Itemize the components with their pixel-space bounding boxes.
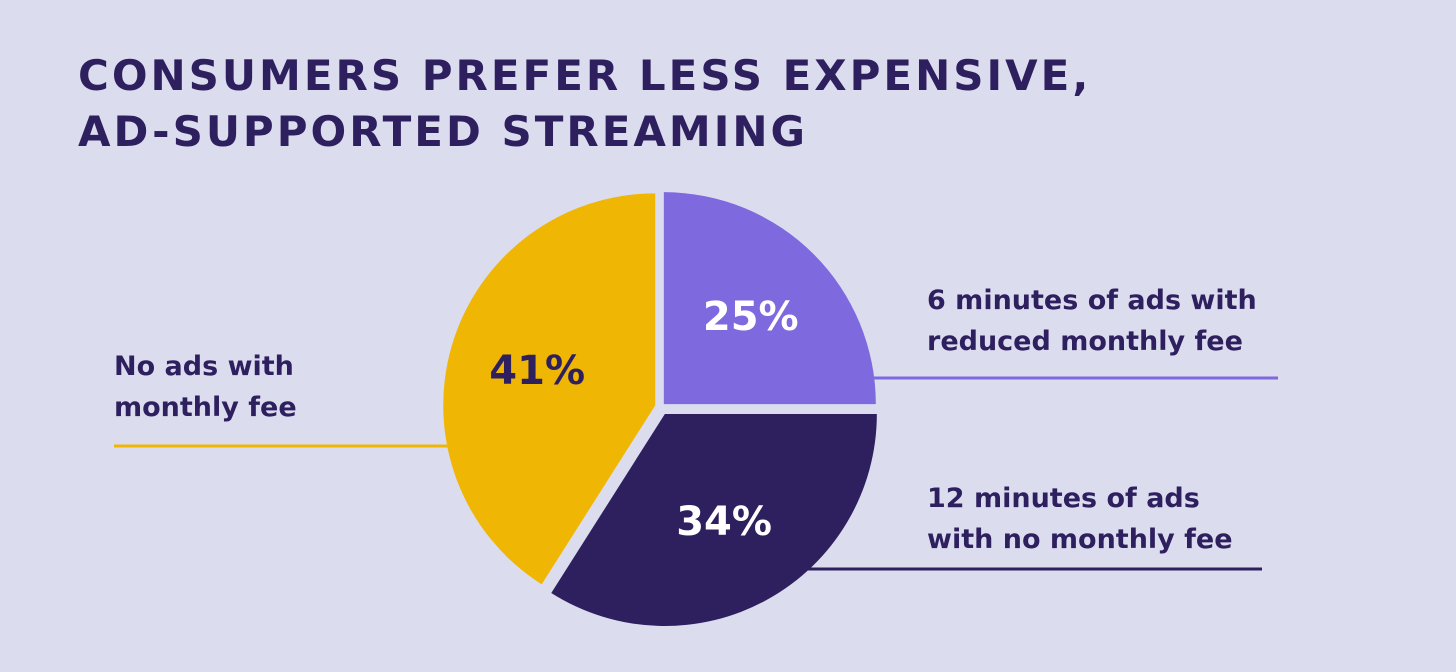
pie-value-label-reduced-fee: 25% xyxy=(703,294,799,340)
legend-label-reduced-fee-line-1: 6 minutes of ads with xyxy=(927,285,1257,316)
pie-value-label-no-ads: 41% xyxy=(489,348,585,394)
legend-label-no-ads-line-2: monthly fee xyxy=(114,392,297,423)
pie-slice-reduced-fee xyxy=(663,192,876,405)
chart-title-line-2: ad-supported streaming xyxy=(78,107,808,156)
pie-value-label-no-fee: 34% xyxy=(676,499,772,545)
legend-label-no-fee-line-2: with no monthly fee xyxy=(927,524,1233,555)
legend-label-no-ads-line-1: No ads with xyxy=(114,351,294,382)
chart-title: Consumers prefer less expensive, ad-supp… xyxy=(78,48,1418,160)
pie-slice-no-fee xyxy=(551,414,877,627)
legend-label-no-fee: 12 minutes of ads with no monthly fee xyxy=(927,478,1233,560)
legend-label-no-ads: No ads with monthly fee xyxy=(114,346,297,428)
pie-slice-no-ads xyxy=(443,193,656,585)
chart-title-line-1: Consumers prefer less expensive, xyxy=(78,51,1092,100)
legend-label-no-fee-line-1: 12 minutes of ads xyxy=(927,483,1200,514)
legend-label-reduced-fee: 6 minutes of ads with reduced monthly fe… xyxy=(927,280,1257,362)
legend-label-reduced-fee-line-2: reduced monthly fee xyxy=(927,326,1243,357)
